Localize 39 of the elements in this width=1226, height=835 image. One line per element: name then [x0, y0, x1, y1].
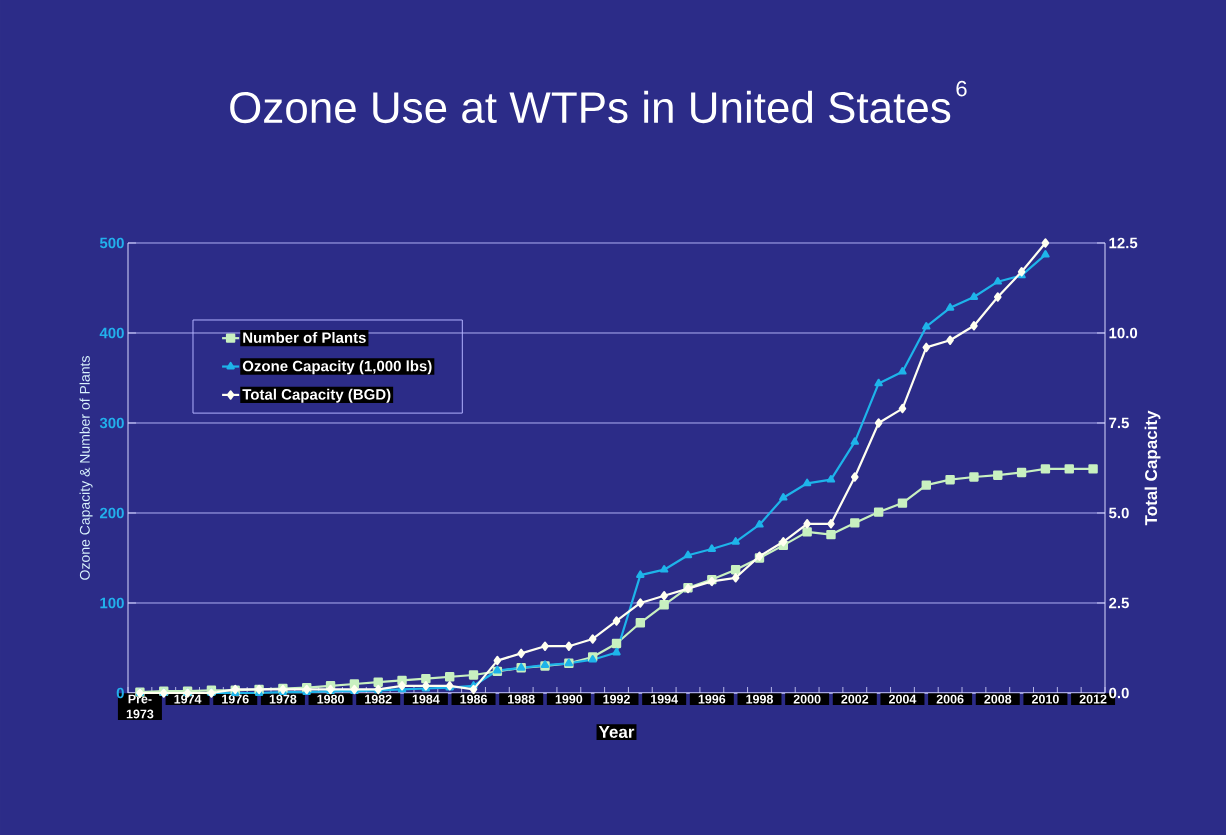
x-tick-label: 1982	[365, 694, 392, 704]
x-tick-label: 1988	[508, 694, 535, 704]
text: 6	[956, 80, 967, 97]
x-tick-label: 1994	[651, 694, 678, 704]
y2-tick-label: 5.0	[1108, 507, 1129, 519]
y2-tick-label: 12.5	[1109, 237, 1138, 249]
x-tick-label: 1992	[603, 694, 630, 704]
y2-axis-title: Total Capacity	[1144, 410, 1161, 526]
x-tick-label: 2012	[1079, 694, 1107, 704]
legend-label: Number of Plants	[243, 331, 366, 343]
y2-tick-label: 7.5	[1109, 417, 1129, 429]
y2-tick-label: 10.0	[1109, 327, 1138, 339]
legend-label: Total Capacity (BGD)	[242, 388, 391, 403]
y-tick-label: 200	[99, 507, 124, 519]
x-tick-label: 1978	[269, 694, 297, 704]
x-tick-label: 1980	[317, 694, 344, 704]
y-tick-label: 400	[99, 327, 124, 339]
x-tick-label: 1984	[412, 694, 440, 704]
legend-label: Ozone Capacity (1,000 lbs)	[242, 360, 432, 375]
x-tick-label: 1990	[555, 694, 583, 704]
x-tick-label: 1976	[222, 694, 249, 704]
y-axis-title: Ozone Capacity & Number of Plants	[79, 356, 93, 580]
x-tick-label: 1998	[746, 694, 773, 704]
x-tick-label: 1996	[698, 694, 726, 704]
y2-tick-label: 0.0	[1109, 687, 1129, 699]
x-tick-label: 2008	[984, 694, 1012, 704]
x-tick-label: 1986	[460, 694, 487, 704]
y-tick-label: 500	[99, 237, 124, 249]
x-tick-label: Pre-1973	[126, 694, 154, 719]
x-tick-label: 2002	[841, 694, 869, 704]
x-axis-title: Year	[598, 726, 635, 738]
y-tick-label: 300	[99, 417, 124, 429]
x-tick-label: 2000	[793, 694, 821, 704]
y-tick-label: 100	[100, 597, 124, 609]
x-tick-label: 2004	[888, 694, 917, 704]
chart-title: Ozone Use at WTPs in United States	[230, 90, 951, 124]
y2-tick-label: 2.5	[1109, 597, 1129, 609]
x-tick-label: 2006	[936, 694, 964, 704]
x-tick-label: 2010	[1031, 694, 1059, 704]
